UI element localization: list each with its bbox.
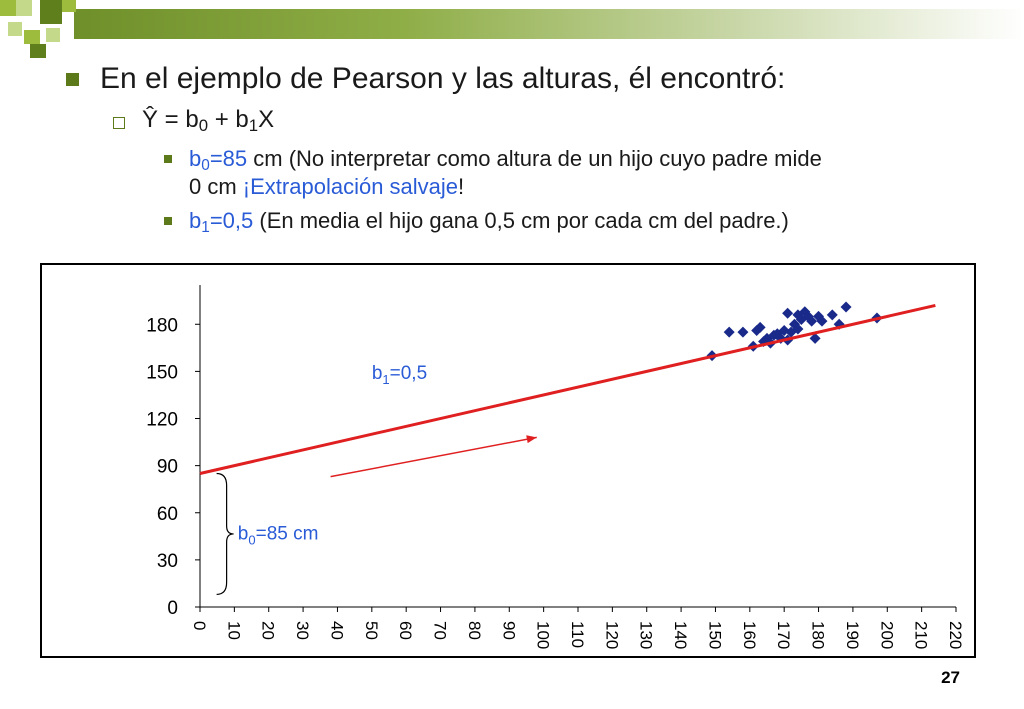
regression-line bbox=[199, 303, 936, 475]
page-number: 27 bbox=[941, 668, 960, 687]
b1-description: b1=0,5 (En media el hijo gana 0,5 cm por… bbox=[189, 208, 789, 236]
data-point bbox=[833, 318, 845, 330]
x-tick-label: 80 bbox=[465, 621, 484, 640]
slope-label: b1=0,5 bbox=[372, 363, 427, 387]
header-square bbox=[8, 22, 22, 36]
data-point bbox=[785, 326, 797, 338]
data-point bbox=[802, 310, 814, 322]
x-tick-label: 100 bbox=[534, 621, 553, 649]
x-tick-label: 50 bbox=[362, 621, 381, 640]
x-tick-label: 40 bbox=[327, 621, 346, 640]
header-square bbox=[24, 30, 40, 44]
header-square bbox=[62, 0, 76, 12]
data-point bbox=[792, 323, 804, 335]
bullet-hollow-square-icon bbox=[113, 117, 125, 129]
data-point bbox=[723, 326, 735, 338]
x-tick-label: 190 bbox=[843, 621, 862, 649]
data-point bbox=[751, 325, 763, 337]
y-tick-label: 60 bbox=[157, 504, 178, 525]
b0-description: b0=85 cm (No interpretar como altura de … bbox=[189, 146, 822, 174]
header-gradient-bar bbox=[74, 9, 1024, 39]
header-square bbox=[40, 0, 62, 24]
x-tick-label: 200 bbox=[877, 621, 896, 649]
data-point bbox=[754, 321, 766, 333]
x-tick-label: 20 bbox=[259, 621, 278, 640]
bullet-square-icon bbox=[66, 73, 79, 86]
x-tick-label: 70 bbox=[431, 621, 450, 640]
y-tick-label: 90 bbox=[157, 457, 178, 478]
header-square bbox=[16, 0, 32, 16]
data-point bbox=[826, 309, 838, 321]
scatter-chart: 0 30 60 90 120 150 180 0 10 20 30 40 50 60 70 80 90 100 11… bbox=[146, 285, 965, 649]
x-tick-label: 140 bbox=[671, 621, 690, 649]
header-square bbox=[0, 0, 16, 16]
b0-description-continued: 0 cm ¡Extrapolación salvaje! bbox=[189, 174, 465, 199]
bullet-small-square-icon bbox=[164, 217, 172, 225]
data-point bbox=[737, 326, 749, 338]
slope-arrow bbox=[330, 436, 537, 478]
x-tick-label: 60 bbox=[396, 621, 415, 640]
intercept-brace bbox=[216, 472, 234, 596]
y-tick-label: 150 bbox=[146, 362, 178, 383]
x-tick-label: 180 bbox=[809, 621, 828, 649]
x-tick-label: 150 bbox=[705, 621, 724, 649]
y-tick-label: 30 bbox=[157, 551, 178, 572]
x-tick-label: 0 bbox=[190, 621, 209, 630]
x-tick-label: 170 bbox=[774, 621, 793, 649]
x-tick-label: 90 bbox=[499, 621, 518, 640]
slope-arrowhead bbox=[526, 435, 537, 444]
y-tick-label: 180 bbox=[146, 315, 178, 336]
x-tick-label: 110 bbox=[568, 621, 587, 648]
y-tick-label: 0 bbox=[167, 598, 178, 619]
header-square bbox=[46, 28, 60, 42]
intercept-label: b0=85 cm bbox=[238, 523, 319, 547]
bullet-small-square-icon bbox=[164, 155, 172, 163]
x-tick-label: 30 bbox=[293, 621, 312, 640]
chart-frame: 0 30 60 90 120 150 180 0 10 20 30 40 50 60 70 80 90 100 11… bbox=[40, 263, 976, 658]
x-tick-label: 220 bbox=[946, 621, 965, 649]
header-square bbox=[30, 44, 46, 58]
data-point bbox=[782, 307, 794, 319]
y-tick-label: 120 bbox=[146, 410, 178, 431]
data-point bbox=[795, 314, 807, 326]
data-point bbox=[816, 315, 828, 327]
x-tick-label: 120 bbox=[602, 621, 621, 649]
x-tick-label: 10 bbox=[224, 621, 243, 640]
data-point bbox=[806, 315, 818, 327]
data-point bbox=[788, 318, 800, 330]
data-point bbox=[799, 306, 811, 318]
x-tick-label: 130 bbox=[637, 621, 656, 649]
x-tick-label: 210 bbox=[912, 621, 931, 649]
data-point bbox=[813, 310, 825, 322]
x-tick-label: 160 bbox=[740, 621, 759, 649]
regression-equation: Ŷ = b0 + b1X bbox=[142, 106, 275, 136]
data-point bbox=[809, 332, 821, 344]
data-point bbox=[840, 301, 852, 313]
slide-heading: En el ejemplo de Pearson y las alturas, … bbox=[100, 62, 786, 95]
